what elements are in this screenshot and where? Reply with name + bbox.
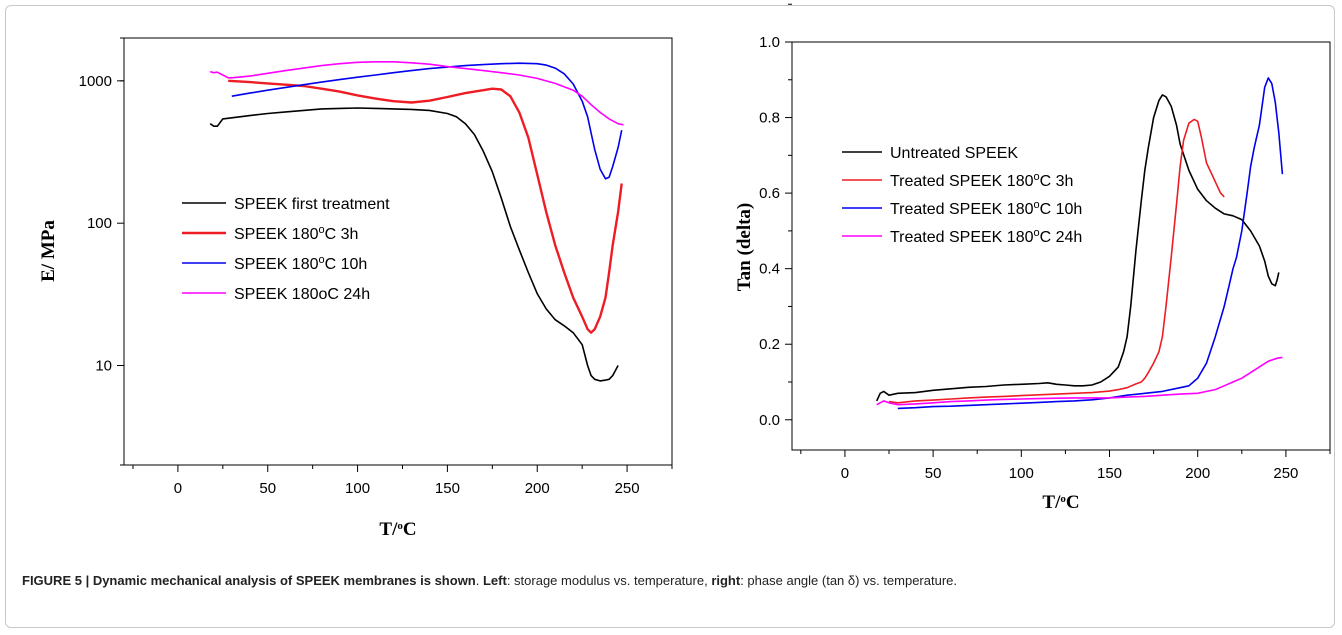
- figure-caption: FIGURE 5 | Dynamic mechanical analysis o…: [22, 571, 1312, 591]
- series-line-1: [209, 107, 619, 382]
- x-tick-label: 100: [345, 480, 370, 497]
- caption-right-text: : phase angle (tan δ) vs. temperature.: [740, 573, 957, 588]
- plot-area-frame: [123, 37, 673, 466]
- y-tick-label: 10: [95, 358, 112, 375]
- x-tick-label: 0: [174, 480, 182, 497]
- series-line-4: [209, 61, 624, 126]
- series-line-3: [231, 62, 623, 180]
- x-tick-label: 200: [525, 480, 550, 497]
- y-axis-title: E/ MPa: [38, 220, 59, 282]
- x-tick-label: 50: [259, 480, 276, 497]
- legend-label-3: SPEEK 180oC 10h: [234, 254, 367, 273]
- series-line-2: [228, 79, 623, 334]
- x-axis-title: T/oC: [379, 519, 416, 540]
- legend-label-1: SPEEK first treatment: [234, 196, 390, 213]
- x-tick-label: 250: [615, 480, 640, 497]
- figure-frame: [5, 5, 1335, 628]
- y-tick-label: 100: [87, 215, 112, 232]
- caption-figure-label: FIGURE 5 | Dynamic mechanical analysis o…: [22, 573, 476, 588]
- x-tick-label: 150: [435, 480, 460, 497]
- caption-left-text: : storage modulus vs. temperature,: [506, 573, 712, 588]
- legend-label-2: SPEEK 180oC 3h: [234, 224, 358, 243]
- legend-label-4: SPEEK 180oC 24h: [234, 286, 370, 303]
- y-tick-label: 1000: [79, 73, 112, 90]
- caption-right-label: right: [711, 573, 741, 588]
- storage-modulus-chart: 0 50 100 150 200 250 10 100 1000 SPEEK first tr…: [38, 37, 673, 540]
- caption-left-label: Left: [482, 573, 507, 588]
- caption-period: .: [475, 573, 483, 588]
